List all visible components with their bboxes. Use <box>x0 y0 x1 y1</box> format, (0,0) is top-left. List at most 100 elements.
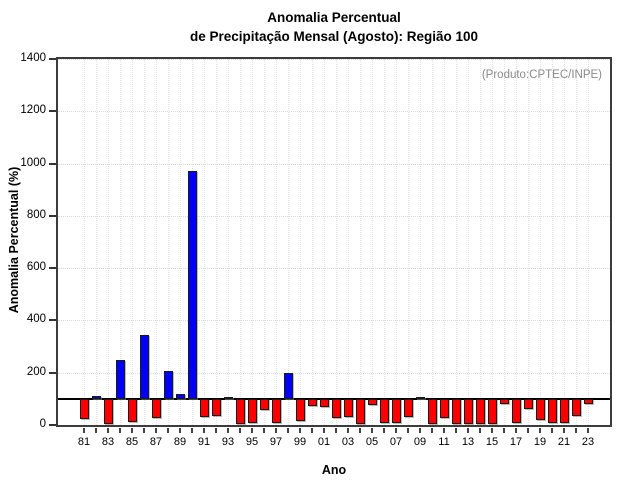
bar-1995 <box>247 398 257 423</box>
x-tick-label: 85 <box>125 436 139 448</box>
x-tick-mark <box>419 428 421 433</box>
y-tick-label: 600 <box>26 261 46 274</box>
y-tick-mark <box>49 110 56 113</box>
vertical-gridline <box>360 59 361 425</box>
vertical-gridline <box>492 59 493 425</box>
vertical-gridline <box>264 59 265 425</box>
x-tick-label: 83 <box>101 436 115 448</box>
bar-2021 <box>559 398 569 424</box>
x-tick-mark <box>431 428 433 433</box>
y-tick-mark <box>49 214 56 217</box>
bar-1983 <box>103 398 113 425</box>
x-tick-mark <box>479 428 481 433</box>
vertical-gridline <box>120 59 121 425</box>
bar-2003 <box>343 398 353 418</box>
x-tick-mark <box>83 428 85 433</box>
bar-1982 <box>91 395 101 399</box>
x-tick-mark <box>539 428 541 433</box>
x-tick-mark <box>263 428 265 433</box>
y-tick-mark <box>49 319 56 322</box>
x-tick-mark <box>299 428 301 433</box>
x-tick-mark <box>503 428 505 433</box>
x-tick-mark <box>287 428 289 433</box>
bar-2004 <box>355 398 365 425</box>
vertical-gridline <box>480 59 481 425</box>
vertical-gridline <box>384 59 385 425</box>
vertical-gridline <box>540 59 541 425</box>
horizontal-gridline <box>58 163 610 165</box>
vertical-gridline <box>252 59 253 425</box>
x-tick-mark <box>563 428 565 433</box>
bar-2019 <box>535 398 545 421</box>
bar-2000 <box>307 398 317 406</box>
x-tick-label: 15 <box>485 436 499 448</box>
x-tick-mark <box>119 428 121 433</box>
y-tick-label: 200 <box>26 365 46 378</box>
bar-2007 <box>391 398 401 424</box>
x-tick-label: 87 <box>149 436 163 448</box>
x-tick-mark <box>575 428 577 433</box>
x-tick-label: 07 <box>389 436 403 448</box>
bar-1988 <box>163 370 173 399</box>
vertical-gridline <box>300 59 301 425</box>
bar-1999 <box>295 398 305 422</box>
vertical-gridline <box>408 59 409 425</box>
x-tick-label: 11 <box>438 436 450 448</box>
bar-1990 <box>187 170 197 399</box>
x-tick-mark <box>407 428 409 433</box>
x-tick-label: 89 <box>173 436 187 448</box>
horizontal-gridline <box>58 111 610 113</box>
x-tick-mark <box>359 428 361 433</box>
x-tick-label: 09 <box>413 436 427 448</box>
x-tick-mark <box>443 428 445 433</box>
bar-2017 <box>511 398 521 424</box>
x-tick-label: 19 <box>533 436 547 448</box>
horizontal-gridline <box>58 215 610 217</box>
bar-1985 <box>127 398 137 422</box>
bar-1994 <box>235 398 245 424</box>
plot-area: (Produto:CPTEC/INPE) <box>56 57 612 427</box>
bar-2011 <box>439 398 449 419</box>
vertical-gridline <box>288 59 289 425</box>
x-tick-mark <box>455 428 457 433</box>
vertical-gridline <box>456 59 457 425</box>
y-tick-label: 0 <box>39 418 46 430</box>
x-tick-label: 13 <box>461 436 475 448</box>
x-tick-label: 97 <box>269 436 283 448</box>
chart-title: Anomalia Percentual de Precipitação Mens… <box>58 8 610 46</box>
vertical-gridline <box>156 59 157 425</box>
vertical-gridline <box>216 59 217 425</box>
vertical-gridline <box>324 59 325 425</box>
x-tick-label: 05 <box>365 436 379 448</box>
bar-2014 <box>475 398 485 425</box>
x-tick-mark <box>395 428 397 433</box>
vertical-gridline <box>444 59 445 425</box>
x-tick-mark <box>95 428 97 433</box>
x-tick-mark <box>311 428 313 433</box>
bar-1981 <box>79 398 89 420</box>
x-tick-label: 91 <box>197 436 211 448</box>
x-tick-label: 81 <box>77 436 91 448</box>
bar-1984 <box>115 359 125 399</box>
bar-2013 <box>463 398 473 425</box>
vertical-gridline <box>372 59 373 425</box>
vertical-gridline <box>228 59 229 425</box>
bar-2002 <box>331 398 341 419</box>
x-tick-label: 95 <box>245 436 259 448</box>
baseline-100-line <box>58 397 610 400</box>
x-tick-mark <box>191 428 193 433</box>
x-tick-mark <box>143 428 145 433</box>
y-tick-label: 1400 <box>20 52 46 64</box>
x-tick-label: 17 <box>509 436 523 448</box>
vertical-gridline <box>420 59 421 425</box>
y-tick-mark <box>49 162 56 165</box>
horizontal-gridline <box>58 268 610 270</box>
y-tick-mark <box>49 267 56 270</box>
x-axis-title: Ano <box>321 463 347 477</box>
x-tick-mark <box>527 428 529 433</box>
y-tick-mark <box>49 58 56 60</box>
x-tick-label: 01 <box>317 436 331 448</box>
vertical-gridline <box>240 59 241 425</box>
x-tick-mark <box>131 428 133 433</box>
